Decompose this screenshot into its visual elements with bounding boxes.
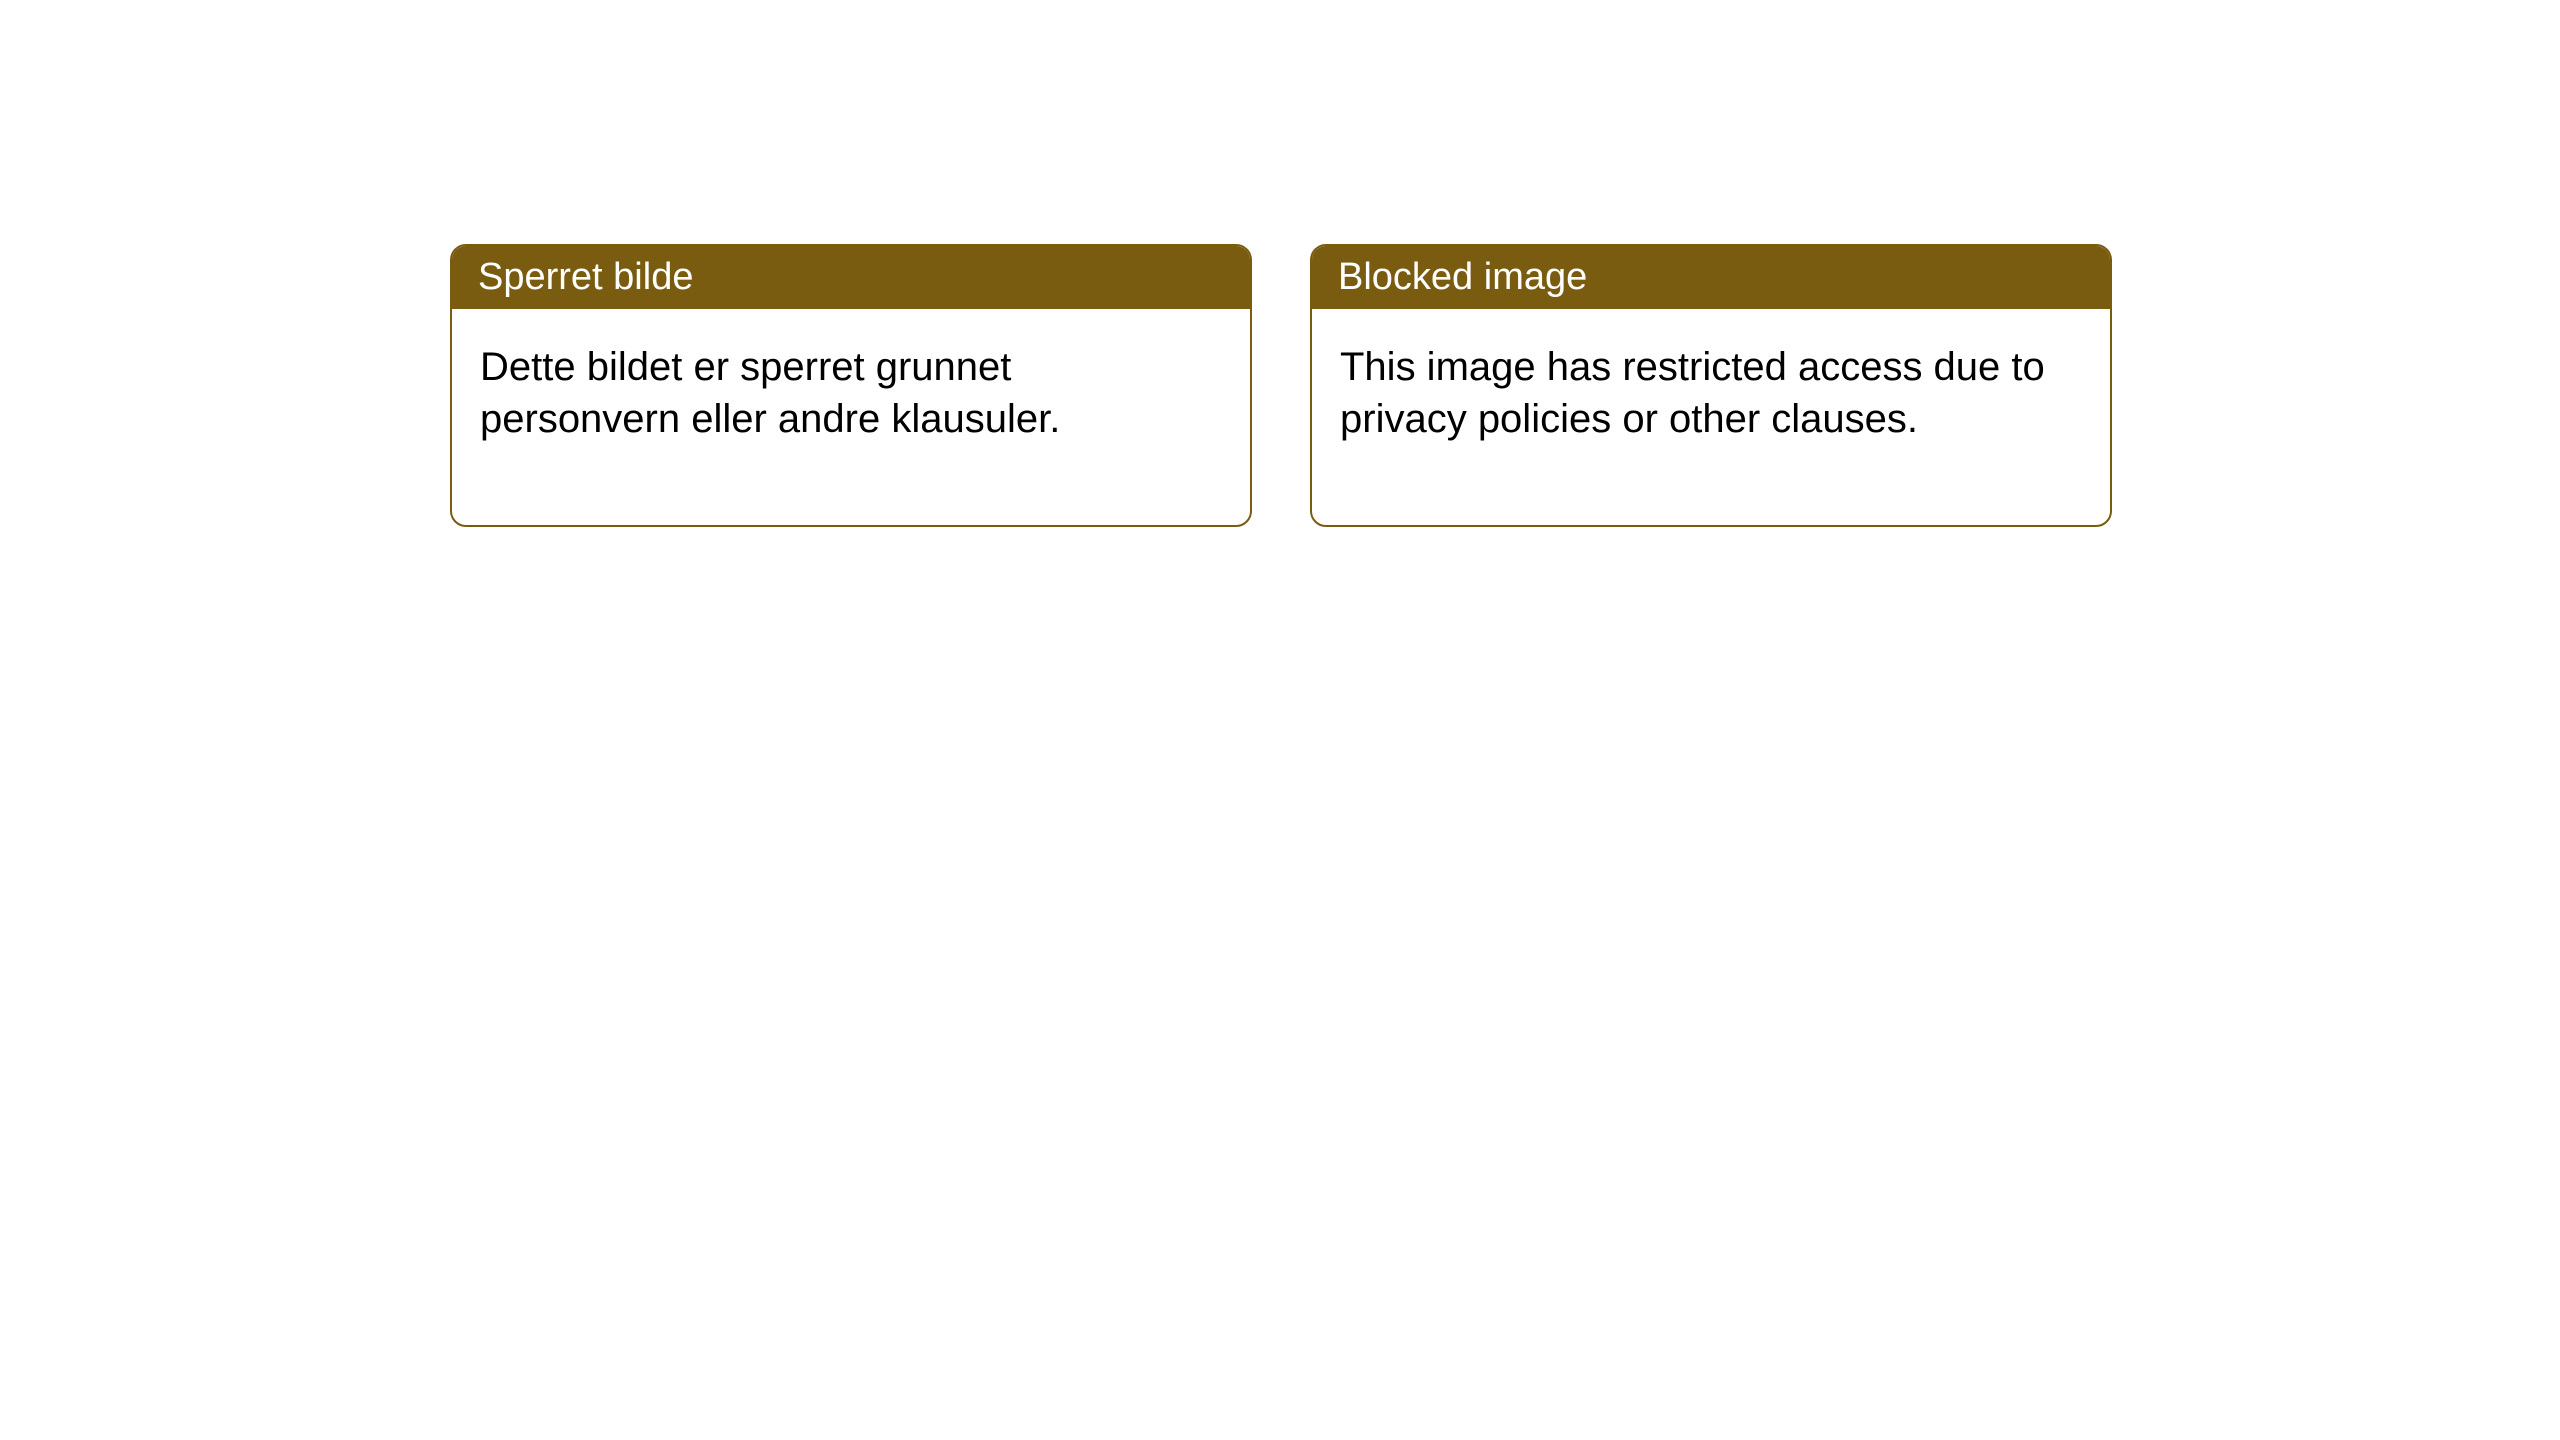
notice-card-norwegian: Sperret bilde Dette bildet er sperret gr…	[450, 244, 1252, 527]
card-header-english: Blocked image	[1312, 246, 2110, 309]
card-text-english: This image has restricted access due to …	[1340, 345, 2045, 441]
card-text-norwegian: Dette bildet er sperret grunnet personve…	[480, 345, 1060, 441]
card-title-norwegian: Sperret bilde	[478, 256, 693, 298]
card-body-english: This image has restricted access due to …	[1312, 309, 2110, 525]
card-header-norwegian: Sperret bilde	[452, 246, 1250, 309]
notice-card-english: Blocked image This image has restricted …	[1310, 244, 2112, 527]
card-title-english: Blocked image	[1338, 256, 1587, 298]
card-body-norwegian: Dette bildet er sperret grunnet personve…	[452, 309, 1250, 525]
notice-container: Sperret bilde Dette bildet er sperret gr…	[450, 244, 2112, 527]
